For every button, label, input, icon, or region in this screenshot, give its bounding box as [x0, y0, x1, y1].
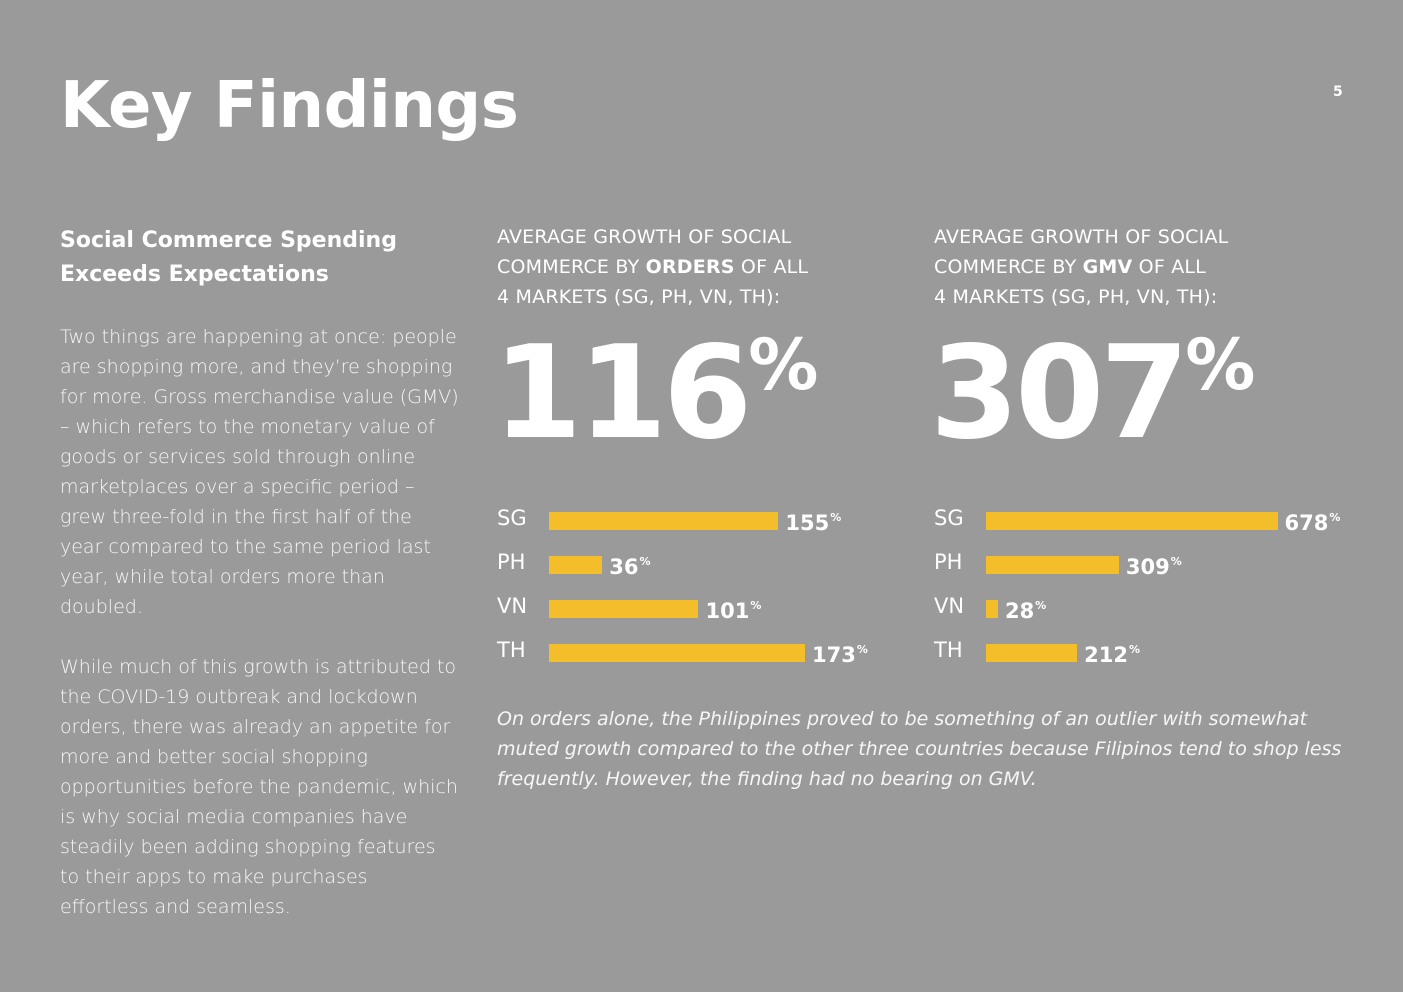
bar-value-number: 155: [785, 511, 830, 535]
page-number: 5: [1333, 84, 1343, 100]
bar: [986, 556, 1119, 574]
bar-value-number: 212: [1084, 643, 1128, 667]
orders-label-emphasis: ORDERS: [645, 256, 735, 278]
body-paragraph-2: While much of this growth is attributed …: [60, 656, 458, 918]
bar: [549, 512, 779, 530]
bar-category-label: VN: [934, 594, 965, 618]
bar-value-label: 36%: [609, 550, 650, 579]
section-heading-line-2: Exceeds Expectations: [60, 262, 329, 287]
bar-value-label: 101%: [705, 594, 761, 623]
bar-value-label: 173%: [812, 638, 868, 667]
bar-value-unit: %: [830, 511, 842, 524]
orders-label-line-1: AVERAGE GROWTH OF SOCIAL: [497, 226, 792, 248]
bar-value-number: 28: [1005, 599, 1035, 623]
bar-category-label: TH: [934, 638, 963, 662]
left-column: Social Commerce Spending Exceeds Expecta…: [60, 224, 460, 922]
bar-value-unit: %: [1329, 511, 1341, 524]
bar-row-ph: PH 309%: [934, 550, 1364, 579]
bar-value-number: 36: [609, 555, 639, 579]
orders-big-value: 116: [493, 319, 752, 468]
gmv-label-line-1: AVERAGE GROWTH OF SOCIAL: [934, 226, 1229, 248]
section-heading: Social Commerce Spending Exceeds Expecta…: [60, 224, 460, 292]
gmv-stat-block: AVERAGE GROWTH OF SOCIAL COMMERCE BY GMV…: [930, 222, 1364, 667]
bar-value-number: 101: [705, 599, 750, 623]
section-heading-line-1: Social Commerce Spending: [60, 228, 397, 253]
bar: [549, 556, 603, 574]
orders-big-number: 116%: [493, 330, 818, 458]
bar-value-unit: %: [639, 555, 651, 568]
gmv-label-line-3: 4 MARKETS (SG, PH, VN, TH):: [934, 286, 1218, 308]
bar-row-sg: SG 155%: [497, 506, 927, 535]
orders-label-line-2-pre: COMMERCE BY: [497, 256, 646, 278]
orders-label-line-3: 4 MARKETS (SG, PH, VN, TH):: [497, 286, 781, 308]
bar-category-label: VN: [497, 594, 528, 618]
bar: [986, 512, 1278, 530]
bar-value-label: 309%: [1126, 550, 1182, 579]
bar-value-number: 309: [1125, 555, 1170, 579]
gmv-label-line-2-pre: COMMERCE BY: [934, 256, 1083, 278]
bar: [549, 644, 806, 662]
body-paragraph-1: Two things are happening at once: people…: [60, 326, 459, 618]
bar-value-unit: %: [1170, 555, 1182, 568]
bar: [986, 644, 1078, 662]
bar-category-label: SG: [497, 506, 527, 530]
footnote-note: On orders alone, the Philippines proved …: [497, 708, 1342, 790]
orders-label-line-2-post: OF ALL: [734, 256, 809, 278]
bar-row-vn: VN 28%: [934, 594, 1364, 623]
page-title: Key Findings: [60, 69, 519, 143]
bar: [549, 600, 699, 618]
gmv-big-value: 307: [930, 319, 1189, 468]
bar-row-sg: SG 678%: [934, 506, 1364, 535]
bar-category-label: TH: [497, 638, 526, 662]
orders-stat-label: AVERAGE GROWTH OF SOCIAL COMMERCE BY ORD…: [497, 222, 927, 312]
bar-value-label: 155%: [785, 506, 841, 535]
bar-row-vn: VN 101%: [497, 594, 927, 623]
bar-value-unit: %: [856, 643, 868, 656]
bar-category-label: PH: [934, 550, 963, 574]
orders-big-unit: %: [748, 324, 819, 406]
bar-value-label: 28%: [1005, 594, 1046, 623]
bar-row-ph: PH 36%: [497, 550, 927, 579]
gmv-big-number: 307%: [930, 330, 1255, 458]
bar-value-label: 212%: [1084, 638, 1140, 667]
gmv-label-line-2-post: OF ALL: [1132, 256, 1206, 278]
gmv-stat-label: AVERAGE GROWTH OF SOCIAL COMMERCE BY GMV…: [934, 222, 1364, 312]
bar-value-number: 173: [812, 643, 856, 667]
bar-value-number: 678: [1284, 511, 1329, 535]
bar-category-label: SG: [934, 506, 964, 530]
bar-row-th: TH 212%: [934, 638, 1364, 667]
bar-value-unit: %: [750, 599, 762, 612]
bar-value-unit: %: [1035, 599, 1047, 612]
bar-row-th: TH 173%: [497, 638, 927, 667]
bar-value-label: 678%: [1285, 506, 1341, 535]
bar-value-unit: %: [1129, 643, 1141, 656]
orders-stat-block: AVERAGE GROWTH OF SOCIAL COMMERCE BY ORD…: [493, 222, 927, 667]
bar: [986, 600, 999, 618]
gmv-label-emphasis: GMV: [1082, 256, 1133, 278]
gmv-big-unit: %: [1185, 324, 1256, 406]
bar-category-label: PH: [497, 550, 526, 574]
